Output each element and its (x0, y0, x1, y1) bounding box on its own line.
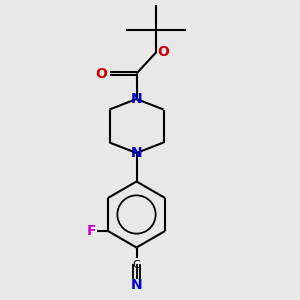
Text: C: C (133, 260, 140, 270)
Text: O: O (158, 46, 169, 59)
Text: O: O (95, 67, 107, 80)
Text: F: F (87, 224, 96, 238)
Text: N: N (131, 278, 142, 292)
Text: N: N (131, 146, 142, 160)
Text: N: N (131, 92, 142, 106)
